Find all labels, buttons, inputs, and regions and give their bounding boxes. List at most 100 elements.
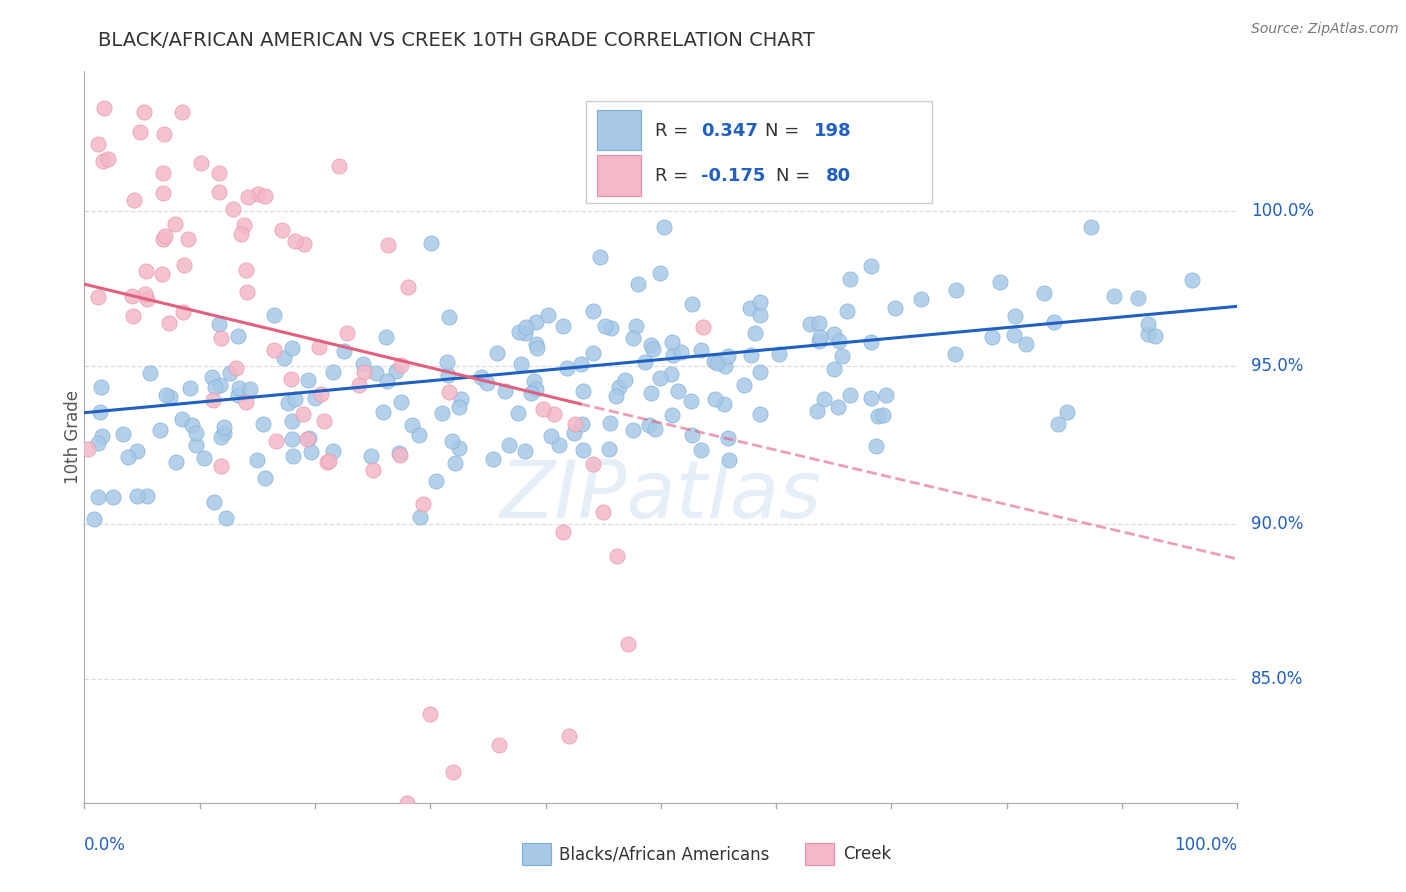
Point [808,334,831,348]
Text: Blacks/African Americans: Blacks/African Americans [560,845,769,863]
Point [659,367,682,381]
Text: N =: N = [765,121,804,140]
Point [280,414,302,428]
Point [508,325,530,339]
Point [173,258,195,272]
Point [703,392,725,406]
Point [214,420,236,434]
Point [605,389,627,403]
Point [621,423,644,437]
Point [439,310,461,325]
Point [388,448,411,462]
Point [91,429,114,443]
Point [225,361,247,376]
Text: 0.347: 0.347 [702,121,758,140]
Point [373,404,395,418]
Point [409,510,432,524]
Point [309,387,332,401]
Point [360,450,382,464]
Point [740,348,762,362]
Point [482,451,505,466]
Point [333,343,356,358]
Point [87,436,110,450]
Point [284,234,307,248]
Text: R =: R = [655,167,695,185]
Point [273,351,295,365]
Point [524,382,547,396]
Point [662,348,685,362]
Text: 100.0%: 100.0% [1251,202,1315,220]
Point [681,427,703,442]
Point [813,392,835,407]
Point [153,229,176,244]
Point [614,373,637,387]
Point [860,392,883,406]
Point [1002,328,1025,343]
Point [616,637,638,651]
Point [569,357,592,371]
Point [122,310,145,324]
Point [1032,285,1054,300]
Point [347,377,370,392]
Point [184,425,207,440]
Point [875,388,897,402]
Point [592,505,614,519]
Point [201,370,224,384]
Point [232,219,254,233]
Point [208,317,231,331]
Point [134,286,156,301]
Point [547,438,569,452]
Point [1102,288,1125,302]
Point [498,438,520,452]
Point [679,394,702,409]
Point [706,356,728,370]
Point [859,259,882,273]
Point [470,369,492,384]
Point [247,187,270,202]
Point [165,218,187,232]
Point [806,404,828,418]
Text: 0.0%: 0.0% [84,836,127,854]
Point [714,359,737,373]
Point [883,301,905,315]
Point [868,409,890,424]
Point [318,453,340,467]
Point [389,359,412,373]
Point [621,331,644,345]
Point [738,301,761,316]
Point [253,189,276,203]
Point [298,431,321,445]
Point [246,453,269,467]
Point [297,373,319,387]
Point [827,401,849,415]
Text: 90.0%: 90.0% [1251,515,1303,533]
Point [488,738,510,752]
Point [564,417,586,432]
Point [1015,337,1038,351]
Point [121,289,143,303]
Point [531,401,554,416]
Point [235,394,257,409]
Point [375,330,398,344]
Point [627,277,650,291]
Point [87,490,110,504]
Point [945,347,967,361]
Point [364,366,387,380]
Point [139,366,162,380]
Point [689,343,711,357]
Point [572,384,595,399]
Point [281,432,304,446]
Text: -0.175: -0.175 [702,167,765,185]
FancyBboxPatch shape [598,155,641,195]
Point [219,366,242,380]
Point [389,395,412,409]
Point [375,374,398,388]
Point [280,341,302,355]
Point [515,326,537,340]
Point [447,400,470,414]
Point [239,382,262,396]
Point [299,445,322,459]
Point [681,297,703,311]
Point [477,376,499,390]
Point [1056,405,1078,419]
